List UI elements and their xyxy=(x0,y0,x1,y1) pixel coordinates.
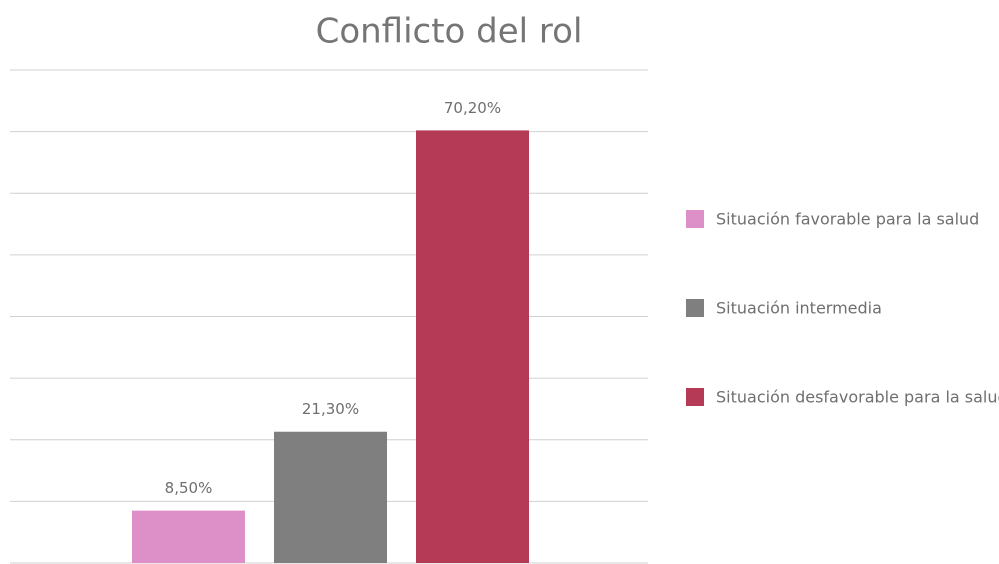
legend-label: Situación favorable para la salud xyxy=(716,210,979,229)
data-label: 8,50% xyxy=(165,479,213,497)
legend-label: Situación intermedia xyxy=(716,299,882,318)
bar xyxy=(274,431,387,563)
legend-label: Situación desfavorable para la salud xyxy=(716,388,999,407)
data-label: 21,30% xyxy=(302,400,359,418)
legend-swatch xyxy=(686,210,704,228)
data-label: 70,20% xyxy=(444,99,501,117)
chart-title: Conflicto del rol xyxy=(316,12,583,52)
legend-swatch xyxy=(686,388,704,406)
bar xyxy=(416,130,529,563)
bar xyxy=(132,510,245,563)
legend-swatch xyxy=(686,299,704,317)
